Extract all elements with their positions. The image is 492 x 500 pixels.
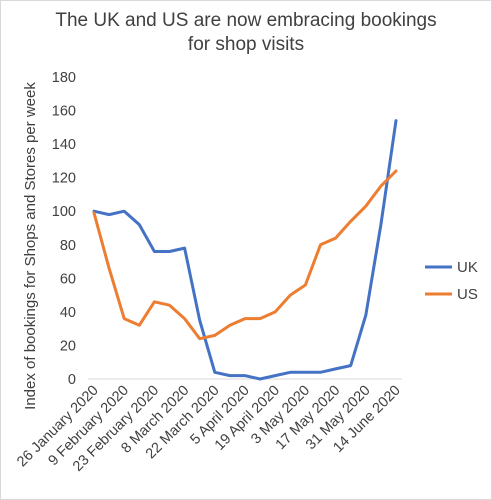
legend: UK US: [425, 259, 478, 303]
y-tick-label: 40: [60, 305, 76, 321]
series-line-uk: [92, 119, 398, 381]
chart-title: The UK and US are now embracing bookings…: [1, 9, 491, 57]
y-axis-title: Index of bookings for Shops and Stores p…: [22, 82, 39, 410]
y-axis-ticks: 0 20 40 60 80 100 120 140 160 180: [52, 70, 76, 388]
y-tick-label: 160: [52, 104, 76, 120]
y-tick-label: 140: [52, 137, 76, 153]
y-tick-label: 120: [52, 171, 76, 187]
y-tick-label: 180: [52, 70, 76, 86]
y-tick-label: 20: [60, 338, 76, 354]
series-lines: [92, 119, 398, 381]
legend-label-uk: UK: [457, 259, 478, 276]
y-tick-label: 80: [60, 238, 76, 254]
legend-label-us: US: [457, 286, 478, 303]
chart-title-line-2: for shop visits: [187, 34, 305, 55]
series-line-us: [92, 169, 398, 341]
y-tick-label: 100: [52, 204, 76, 220]
chart-title-line-1: The UK and US are now embracing bookings: [55, 10, 437, 31]
y-tick-label: 0: [68, 372, 76, 388]
y-tick-label: 60: [60, 271, 76, 287]
